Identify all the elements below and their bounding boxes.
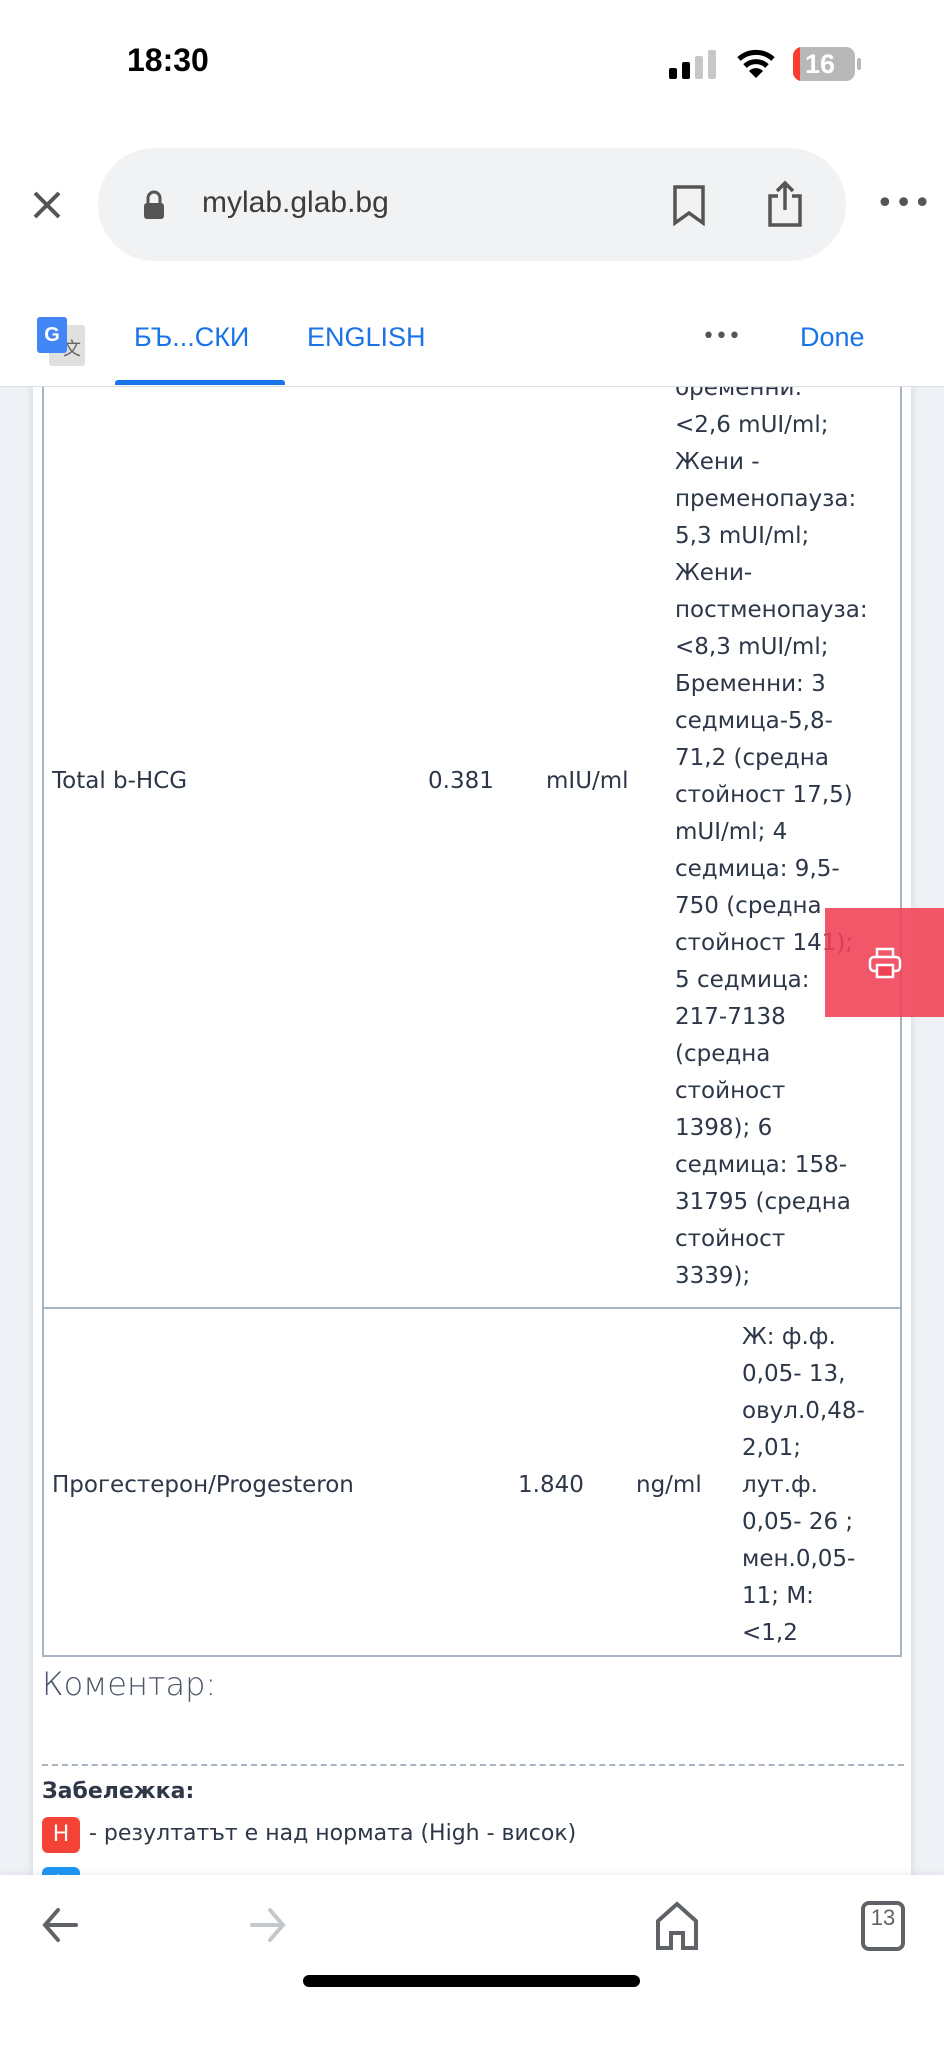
translate-more-icon[interactable]: ••• — [702, 324, 741, 349]
reference-line: 2,01; — [742, 1435, 801, 1461]
reference-line: (средна — [675, 1041, 771, 1067]
reference-line: седмица-5,8- — [675, 708, 833, 734]
page-content: Total b-HCG 0.381 mIU/ml бременни: <2,6 m… — [0, 386, 944, 1875]
reference-line: стойност 141); — [675, 930, 854, 956]
reference-line: седмица: 9,5- — [675, 856, 840, 882]
reference-line: мен.0,05- — [742, 1546, 856, 1572]
clock: 18:30 — [127, 42, 209, 78]
reference-line: Жени- — [675, 560, 753, 586]
reference-line: седмица: 158- — [675, 1152, 848, 1178]
high-legend-text: - резултатът е над нормата (High - висок… — [89, 1821, 577, 1846]
reference-line: Ж: ф.ф. — [742, 1324, 836, 1350]
reference-line: пременопауза: — [675, 486, 857, 512]
reference-line: 71,2 (средна — [675, 745, 829, 771]
row-divider — [42, 1307, 902, 1309]
results-card — [33, 387, 911, 1875]
reference-range: Ж: ф.ф. 0,05- 13, овул.0,48- 2,01; лут.ф. 0,0… — [742, 1319, 944, 1652]
reference-line: 5,3 mUI/ml; — [675, 523, 810, 549]
address-bar[interactable] — [98, 148, 846, 261]
share-icon[interactable] — [766, 180, 804, 228]
results-table — [42, 387, 902, 1657]
battery-tip — [857, 58, 861, 70]
test-unit: ng/ml — [636, 1472, 702, 1498]
reference-line: бременни: — [675, 386, 803, 401]
reference-line: <2,6 mUI/ml; — [675, 412, 829, 438]
printer-icon — [868, 947, 901, 978]
reference-line: 3339); — [675, 1263, 751, 1289]
signal-icon — [669, 50, 716, 79]
active-tab-indicator — [115, 380, 285, 385]
bottom-nav: 13 — [0, 1875, 944, 2048]
reference-line: стойност 17,5) — [675, 782, 853, 808]
reference-line: 750 (средна — [675, 893, 822, 919]
home-icon[interactable] — [655, 1901, 699, 1951]
reference-line: постменопауза: — [675, 597, 868, 623]
tab-source-language[interactable]: БЪ...СКИ — [134, 322, 250, 352]
reference-line: стойност — [675, 1078, 786, 1104]
reference-line: 11; М: — [742, 1583, 814, 1609]
reference-line: <1,2 — [742, 1620, 798, 1646]
reference-line: 5 седмица: — [675, 967, 810, 993]
test-value: 1.840 — [518, 1472, 584, 1498]
url-text[interactable]: mylab.glab.bg — [202, 186, 389, 219]
reference-line: <8,3 mUI/ml; — [675, 634, 829, 660]
divider — [42, 1764, 904, 1766]
google-translate-icon: 文 G — [37, 317, 85, 366]
lock-icon — [144, 190, 164, 219]
reference-line: овул.0,48- — [742, 1398, 865, 1424]
wifi-icon — [737, 49, 775, 78]
tab-target-language[interactable]: ENGLISH — [307, 322, 426, 352]
reference-line: mUI/ml; 4 — [675, 819, 788, 845]
test-unit: mIU/ml — [546, 768, 629, 794]
forward-icon[interactable] — [248, 1905, 288, 1945]
battery-icon: 16 — [793, 47, 855, 81]
reference-line: 1398); 6 — [675, 1115, 773, 1141]
test-value: 0.381 — [428, 768, 494, 794]
reference-line: Жени - — [675, 449, 760, 475]
tabs-button[interactable]: 13 — [861, 1901, 905, 1951]
low-badge: L — [42, 1867, 80, 1875]
print-button[interactable] — [825, 908, 944, 1017]
reference-range: бременни: <2,6 mUI/ml; Жени - пременопауза:… — [675, 386, 900, 1295]
translate-bar — [0, 294, 944, 386]
note-title: Забележка: — [42, 1779, 195, 1804]
reference-line: лут.ф. — [742, 1472, 818, 1498]
home-indicator — [303, 1975, 640, 1987]
test-name: Total b-HCG — [52, 768, 188, 794]
reference-line: 31795 (средна — [675, 1189, 851, 1215]
close-icon[interactable] — [32, 190, 62, 220]
test-name: Прогестерон/Progesteron — [52, 1472, 354, 1498]
bookmark-icon[interactable] — [672, 184, 706, 226]
back-icon[interactable] — [40, 1905, 80, 1945]
high-badge: H — [42, 1817, 80, 1853]
done-button[interactable]: Done — [800, 322, 865, 352]
reference-line: 0,05- 13, — [742, 1361, 846, 1387]
reference-line: 0,05- 26 ; — [742, 1509, 854, 1535]
more-icon[interactable]: ••• — [876, 186, 933, 221]
reference-line: стойност — [675, 1226, 786, 1252]
reference-line: Бременни: 3 — [675, 671, 826, 697]
reference-line: 217-7138 — [675, 1004, 786, 1030]
comment-label: Коментар: — [42, 1665, 217, 1703]
